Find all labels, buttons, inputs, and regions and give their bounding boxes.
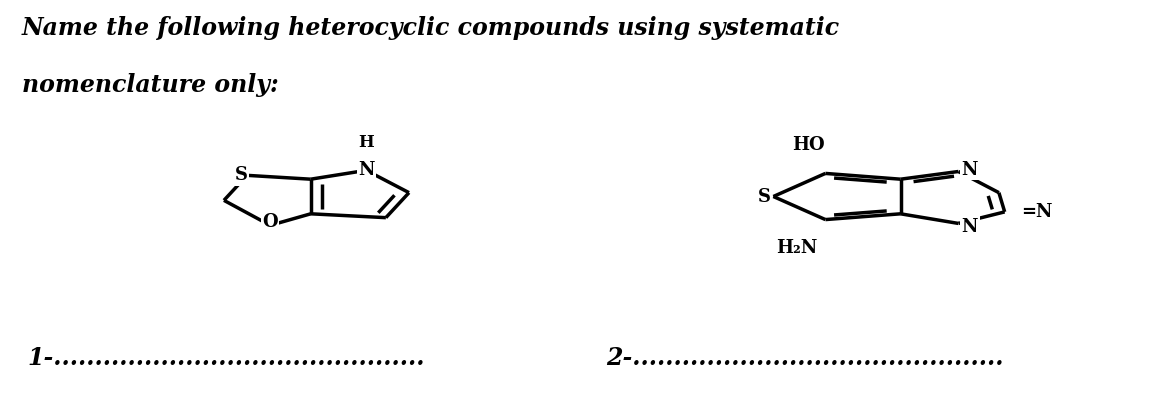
Text: O: O xyxy=(262,213,278,231)
Text: S: S xyxy=(235,166,248,184)
Text: 2-.............................................: 2-......................................… xyxy=(606,345,1003,369)
Text: S: S xyxy=(757,187,770,206)
Text: N: N xyxy=(358,162,374,179)
Text: N: N xyxy=(962,217,979,235)
Text: H₂N: H₂N xyxy=(776,239,817,257)
Text: nomenclature only:: nomenclature only: xyxy=(21,73,278,97)
Text: Name the following heterocyclic compounds using systematic: Name the following heterocyclic compound… xyxy=(21,16,840,40)
Text: HO: HO xyxy=(792,136,825,154)
Text: N: N xyxy=(962,161,979,178)
Text: 1-.............................................: 1-......................................… xyxy=(27,345,425,369)
Text: H: H xyxy=(359,134,374,151)
Text: =N: =N xyxy=(1022,203,1053,221)
